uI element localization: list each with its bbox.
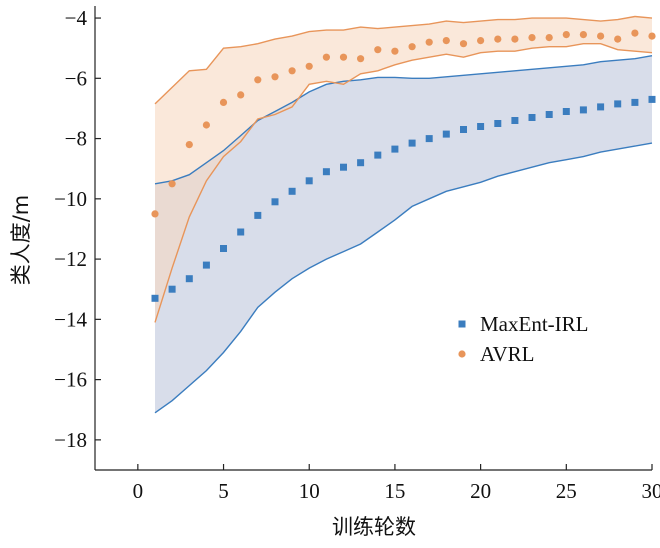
point-avrl [254, 76, 262, 84]
x-tick-label: 10 [299, 479, 320, 503]
point-avrl [614, 35, 622, 43]
point-maxent-irl [614, 100, 622, 108]
point-maxent-irl [391, 145, 399, 153]
point-maxent-irl [528, 114, 536, 121]
band-lower-line-maxent-irl [154, 142, 653, 414]
point-maxent-irl [460, 126, 467, 133]
point-maxent-irl [237, 228, 245, 236]
point-maxent-irl [322, 168, 330, 176]
legend: MaxEnt-IRL AVRL [458, 312, 588, 366]
x-tick-label: 15 [384, 479, 405, 503]
point-maxent-irl [271, 198, 279, 206]
point-avrl [511, 35, 519, 43]
point-maxent-irl [562, 108, 570, 115]
point-maxent-irl [442, 130, 450, 138]
band-upper-line-avrl [154, 15, 653, 105]
point-avrl [271, 73, 279, 81]
data-points [151, 29, 656, 302]
point-avrl [357, 55, 365, 63]
point-avrl [391, 47, 399, 55]
point-avrl [322, 53, 330, 61]
x-tick-label: 5 [218, 479, 229, 503]
point-avrl [528, 34, 536, 42]
point-maxent-irl [597, 103, 605, 111]
y-tick-label: −18 [54, 428, 87, 452]
point-maxent-irl [477, 123, 485, 130]
y-tick-label: −8 [65, 127, 87, 151]
point-avrl [597, 32, 605, 40]
point-avrl [648, 32, 656, 40]
point-avrl [408, 43, 416, 51]
point-avrl [562, 30, 570, 39]
x-tick-label: 20 [470, 479, 491, 503]
point-maxent-irl [545, 111, 553, 118]
point-avrl [237, 91, 245, 99]
x-tick-label: 30 [642, 479, 660, 503]
y-tick-label: −6 [65, 66, 87, 90]
point-avrl [305, 62, 313, 70]
axes [94, 6, 653, 471]
point-maxent-irl [168, 285, 176, 293]
point-avrl [185, 141, 193, 149]
y-tick-label: −14 [54, 307, 87, 331]
band-avrl [155, 16, 652, 323]
point-avrl [374, 46, 382, 54]
point-maxent-irl [305, 177, 313, 185]
point-maxent-irl [494, 120, 502, 127]
point-maxent-irl [374, 151, 382, 159]
point-maxent-irl [185, 275, 193, 283]
legend-label-maxent-irl: MaxEnt-IRL [480, 312, 588, 336]
point-maxent-irl [220, 245, 227, 252]
point-avrl [339, 53, 348, 61]
point-avrl [477, 37, 485, 45]
band-lower-line-avrl [154, 43, 653, 323]
y-tick-label: −4 [65, 6, 88, 30]
x-tick-label: 0 [133, 479, 144, 503]
point-avrl [545, 34, 553, 42]
point-maxent-irl [511, 117, 519, 124]
band-upper-line-maxent-irl [154, 55, 653, 185]
y-tick-label: −16 [54, 368, 87, 392]
x-axis-title: 训练轮数 [332, 515, 416, 539]
point-maxent-irl [357, 159, 365, 167]
legend-label-avrl: AVRL [480, 342, 534, 366]
point-maxent-irl [408, 139, 416, 147]
point-avrl [494, 35, 502, 43]
point-maxent-irl [631, 98, 639, 106]
point-avrl [151, 210, 159, 218]
point-avrl [579, 30, 588, 39]
point-maxent-irl [288, 187, 296, 195]
y-tick-label: −12 [54, 247, 87, 271]
point-avrl [202, 121, 210, 129]
y-tick-label: −10 [54, 187, 87, 211]
point-maxent-irl [254, 211, 262, 219]
legend-marker-maxent-irl [458, 320, 466, 328]
point-avrl [288, 67, 296, 75]
x-tick-label: 25 [556, 479, 577, 503]
band-edge-lines [154, 15, 653, 414]
point-avrl [459, 40, 468, 48]
band-maxent-irl [155, 55, 652, 413]
point-maxent-irl [425, 135, 433, 143]
point-avrl [168, 180, 176, 188]
y-axis-title: 类人度/m [9, 195, 33, 286]
point-avrl [442, 37, 450, 45]
point-maxent-irl [340, 163, 347, 171]
point-avrl [631, 29, 639, 37]
point-maxent-irl [151, 294, 159, 302]
point-avrl [219, 98, 228, 106]
point-avrl [425, 38, 433, 46]
confidence-bands [155, 16, 652, 413]
point-maxent-irl [202, 261, 210, 269]
legend-marker-avrl [458, 350, 466, 358]
point-maxent-irl [579, 106, 587, 114]
point-maxent-irl [648, 95, 656, 103]
tick-labels: 0 5 10 15 20 25 30 −18 −16 −14 −12 −10 −8 −6 −4 [54, 6, 660, 503]
